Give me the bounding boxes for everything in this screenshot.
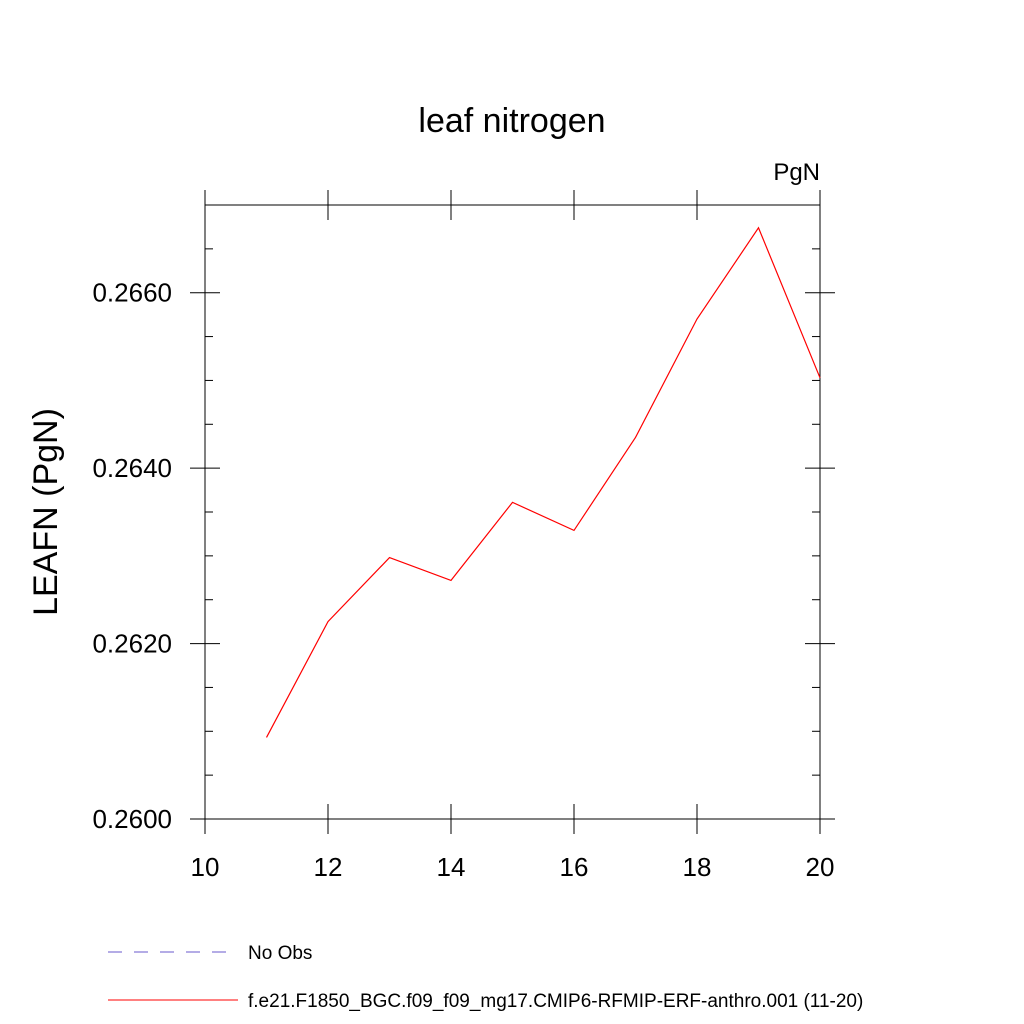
- y-tick-label: 0.2660: [92, 278, 172, 308]
- x-tick-label: 16: [560, 852, 589, 882]
- y-tick-labels: 0.2600 0.2620 0.2640 0.2660: [92, 278, 172, 834]
- y-tick-label: 0.2620: [92, 629, 172, 659]
- x-tick-label: 10: [191, 852, 220, 882]
- legend-label-0: No Obs: [248, 943, 312, 964]
- y-tick-label: 0.2600: [92, 804, 172, 834]
- series-line-0: [265, 226, 821, 738]
- series-layer: [265, 226, 821, 738]
- legend-label-1: f.e21.F1850_BGC.f09_f09_mg17.CMIP6-RFMIP…: [248, 991, 863, 1012]
- legend: No Obs f.e21.F1850_BGC.f09_f09_mg17.CMIP6…: [108, 943, 863, 1012]
- y-axis-label: LEAFN (PgN): [27, 408, 65, 616]
- chart-title: leaf nitrogen: [418, 102, 605, 140]
- units-label: PgN: [773, 159, 820, 186]
- x-tick-label: 20: [806, 852, 835, 882]
- x-tick-label: 12: [314, 852, 343, 882]
- x-tick-label: 14: [437, 852, 466, 882]
- y-tick-label: 0.2640: [92, 453, 172, 483]
- axis-ticks: [190, 190, 835, 834]
- x-tick-label: 18: [683, 852, 712, 882]
- plot-frame: [204, 204, 821, 820]
- x-tick-labels: 10 12 14 16 18 20: [191, 852, 835, 882]
